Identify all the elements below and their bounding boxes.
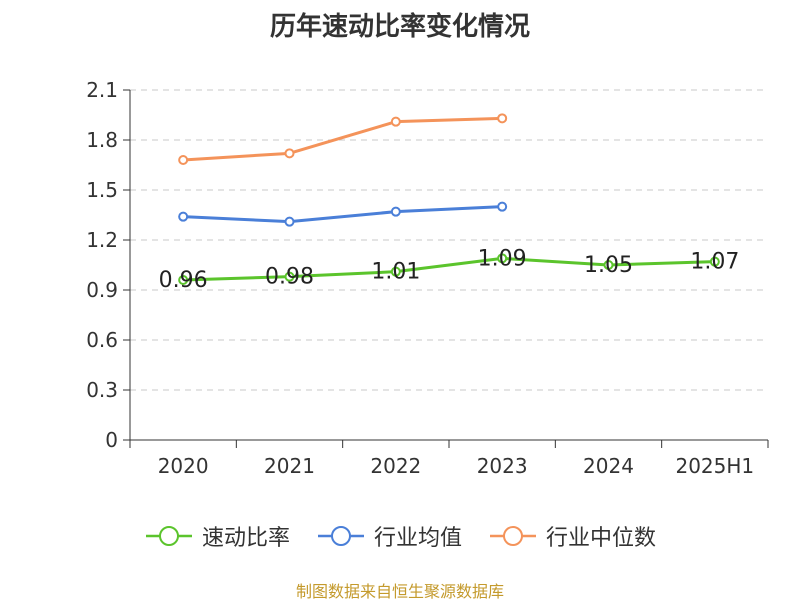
series-line-0	[183, 256, 715, 282]
data-point	[709, 256, 720, 267]
data-point	[390, 116, 401, 127]
data-label: 1.05	[584, 253, 633, 278]
x-tick-label: 2020	[158, 454, 209, 478]
legend-marker-icon	[145, 526, 192, 546]
data-point	[178, 275, 189, 285]
data-point	[284, 148, 295, 159]
data-point	[497, 113, 508, 124]
x-tick-label: 2021	[264, 454, 315, 478]
data-point	[178, 211, 189, 222]
data-point	[497, 201, 508, 212]
data-point	[390, 206, 401, 217]
y-tick-label: 0.6	[86, 328, 118, 352]
data-labels: 0.96 0.98 1.01 1.09 1.05 1.07	[159, 246, 740, 293]
y-tick-label: 0	[105, 428, 118, 452]
data-label: 1.01	[371, 260, 420, 285]
series-lines	[178, 113, 720, 285]
legend-label: 速动比率	[201, 526, 290, 551]
y-tick-label: 0.9	[86, 278, 118, 302]
data-label: 1.07	[690, 250, 739, 275]
series-line-1	[183, 205, 503, 224]
x-tick-label: 2022	[370, 454, 421, 478]
x-tick-label: 2023	[477, 454, 528, 478]
data-point	[603, 260, 614, 270]
y-tick-label: 1.5	[86, 178, 118, 202]
data-point	[497, 253, 508, 264]
y-tick-label: 1.2	[86, 228, 118, 252]
legend-marker-icon	[490, 526, 536, 546]
chart-title: 历年速动比率变化情况	[269, 12, 530, 42]
legend-item-2[interactable]: 行业中位数	[488, 520, 656, 552]
y-tick-label: 1.8	[86, 128, 118, 152]
legend-item-0[interactable]: 速动比率	[144, 520, 290, 552]
legend-label: 行业均值	[373, 526, 462, 551]
y-tick-label: 2.1	[86, 78, 118, 102]
source-text: 制图数据来自恒生聚源数据库	[295, 582, 504, 601]
series-line-2	[183, 116, 503, 162]
data-point	[284, 216, 295, 227]
legend: 速动比率 行业均值 行业中位数	[0, 520, 800, 552]
data-label: 0.98	[265, 265, 314, 290]
legend-marker-icon	[317, 526, 364, 546]
x-tick-label: 2025H1	[675, 454, 754, 478]
axes: 0 0.3 0.6 0.9 1.2 1.5 1.8 2.1 2020 2021 2022 2023 20…	[86, 78, 769, 478]
legend-item-1[interactable]: 行业均值	[316, 520, 462, 552]
data-label: 0.96	[159, 268, 208, 293]
data-point	[178, 155, 189, 165]
gridlines	[130, 89, 768, 391]
x-tick-label: 2024	[583, 454, 634, 478]
data-point	[390, 266, 401, 277]
data-label: 1.09	[478, 246, 527, 271]
legend-label: 行业中位数	[546, 526, 657, 551]
y-tick-label: 0.3	[86, 378, 118, 402]
data-point	[284, 271, 295, 282]
